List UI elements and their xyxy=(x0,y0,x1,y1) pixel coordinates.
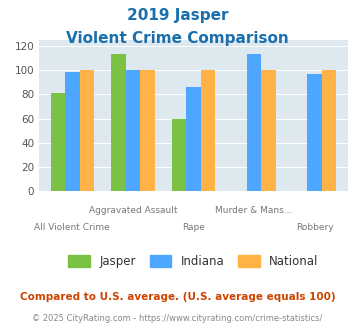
Bar xyxy=(247,54,261,191)
Text: Compared to U.S. average. (U.S. average equals 100): Compared to U.S. average. (U.S. average … xyxy=(20,292,335,302)
Text: Robbery: Robbery xyxy=(296,223,333,232)
Bar xyxy=(65,72,80,191)
Bar xyxy=(126,70,140,191)
Text: All Violent Crime: All Violent Crime xyxy=(34,223,110,232)
Bar xyxy=(140,70,155,191)
Bar xyxy=(201,70,215,191)
Text: Murder & Mans...: Murder & Mans... xyxy=(215,206,293,215)
Text: Violent Crime Comparison: Violent Crime Comparison xyxy=(66,31,289,46)
Bar xyxy=(111,54,126,191)
Bar xyxy=(186,87,201,191)
Text: © 2025 CityRating.com - https://www.cityrating.com/crime-statistics/: © 2025 CityRating.com - https://www.city… xyxy=(32,314,323,323)
Bar xyxy=(172,118,186,191)
Text: Aggravated Assault: Aggravated Assault xyxy=(89,206,177,215)
Legend: Jasper, Indiana, National: Jasper, Indiana, National xyxy=(69,255,318,268)
Text: 2019 Jasper: 2019 Jasper xyxy=(127,8,228,23)
Bar xyxy=(322,70,337,191)
Text: Rape: Rape xyxy=(182,223,205,232)
Bar xyxy=(50,93,65,191)
Bar xyxy=(80,70,94,191)
Bar xyxy=(261,70,276,191)
Bar xyxy=(307,74,322,191)
